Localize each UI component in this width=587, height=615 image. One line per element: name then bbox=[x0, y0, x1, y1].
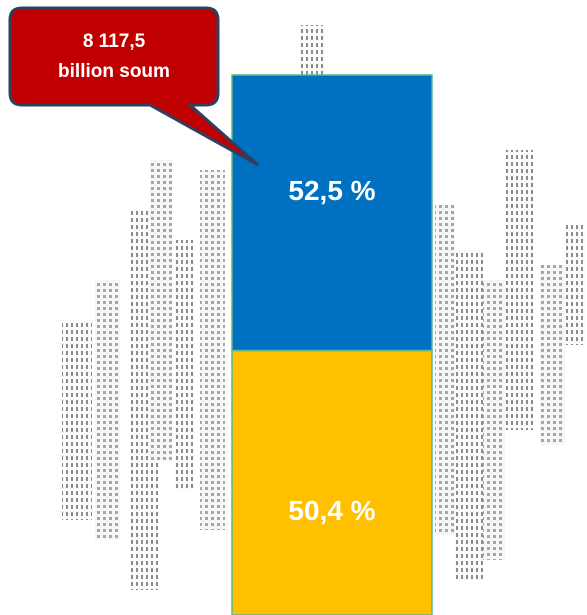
callout-line: 8 117,5 bbox=[83, 31, 146, 52]
callout-line: billion soum bbox=[58, 61, 170, 82]
bar-segment bbox=[231, 349, 433, 615]
building bbox=[540, 265, 565, 445]
building bbox=[565, 225, 585, 345]
building bbox=[150, 160, 172, 460]
callout-box bbox=[8, 6, 259, 167]
building bbox=[175, 240, 195, 490]
value-label: 52,5 % bbox=[288, 175, 375, 206]
bar-segment bbox=[231, 74, 433, 352]
building bbox=[505, 150, 533, 430]
callout: 8 117,5 billion soum bbox=[8, 6, 259, 167]
bar-group: 50,4 % 52,5 % bbox=[231, 74, 433, 615]
building bbox=[435, 205, 455, 535]
building bbox=[200, 170, 225, 530]
value-label: 50,4 % bbox=[288, 495, 375, 526]
building bbox=[62, 320, 92, 520]
building bbox=[483, 280, 505, 560]
building bbox=[95, 280, 120, 540]
city-background bbox=[62, 25, 585, 590]
building bbox=[455, 250, 483, 580]
